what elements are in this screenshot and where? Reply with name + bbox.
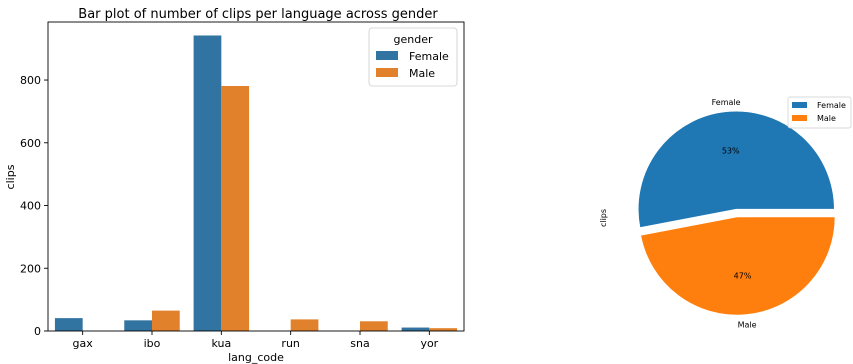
x-tick-label: yor bbox=[420, 337, 438, 350]
x-tick-label: sna bbox=[350, 337, 369, 350]
pie-slice-label-male: Male bbox=[738, 320, 757, 329]
bar-legend-swatch-male bbox=[376, 68, 398, 77]
pie-pct-label-female: 53% bbox=[722, 147, 740, 156]
y-axis-ticks: 0 200 400 600 800 bbox=[20, 74, 48, 338]
x-tick-label: kua bbox=[211, 337, 231, 350]
pie-y-axis-label: clips bbox=[599, 209, 608, 227]
x-tick-label: gax bbox=[73, 337, 94, 350]
bar-ibo-female bbox=[124, 320, 152, 331]
pie-chart: 53% Female 47% Male clips Female Male bbox=[599, 96, 852, 329]
pie-legend: Female Male bbox=[787, 96, 852, 129]
y-tick-label: 800 bbox=[20, 74, 41, 87]
bar-gax-female bbox=[54, 318, 83, 331]
pie-pct-label-male: 47% bbox=[734, 272, 752, 281]
pie-marks: 53% Female 47% Male bbox=[637, 98, 836, 329]
y-tick-label: 600 bbox=[20, 137, 41, 150]
pie-legend-swatch-male bbox=[792, 115, 807, 121]
y-tick-label: 0 bbox=[34, 325, 41, 338]
bar-chart-title: Bar plot of number of clips per language… bbox=[78, 7, 438, 22]
bar-legend-title: gender bbox=[394, 33, 433, 46]
bar-legend-label-female: Female bbox=[409, 50, 449, 63]
bar-legend-swatch-female bbox=[376, 51, 398, 60]
bar-chart: Bar plot of number of clips per language… bbox=[4, 7, 465, 364]
bar-run-male bbox=[290, 319, 319, 331]
bar-kua-female bbox=[193, 35, 222, 331]
y-tick-label: 200 bbox=[20, 262, 41, 275]
pie-slice-female bbox=[637, 110, 835, 228]
bar-plot-frame bbox=[47, 21, 465, 332]
bar-x-axis-label: lang_code bbox=[228, 351, 284, 364]
pie-legend-label-female: Female bbox=[817, 101, 846, 110]
bar-legend-label-male: Male bbox=[409, 67, 435, 80]
bar-legend: gender Female Male bbox=[368, 27, 458, 87]
pie-legend-label-male: Male bbox=[817, 114, 836, 123]
pie-slice-male bbox=[640, 216, 836, 316]
y-tick-label: 400 bbox=[20, 200, 41, 213]
bar-yor-female bbox=[401, 327, 430, 331]
bar-yor-male bbox=[429, 328, 458, 331]
bar-marks bbox=[54, 35, 458, 331]
x-tick-label: ibo bbox=[144, 337, 161, 350]
bar-kua-male bbox=[221, 85, 250, 331]
pie-slice-label-female: Female bbox=[712, 98, 741, 107]
bar-ibo-male bbox=[152, 310, 180, 331]
bar-y-axis-label: clips bbox=[4, 164, 17, 189]
x-axis-ticks: gax ibo kua run sna yor bbox=[73, 331, 439, 350]
bar-sna-male bbox=[360, 321, 388, 331]
x-tick-label: run bbox=[281, 337, 299, 350]
pie-legend-swatch-female bbox=[792, 102, 807, 108]
